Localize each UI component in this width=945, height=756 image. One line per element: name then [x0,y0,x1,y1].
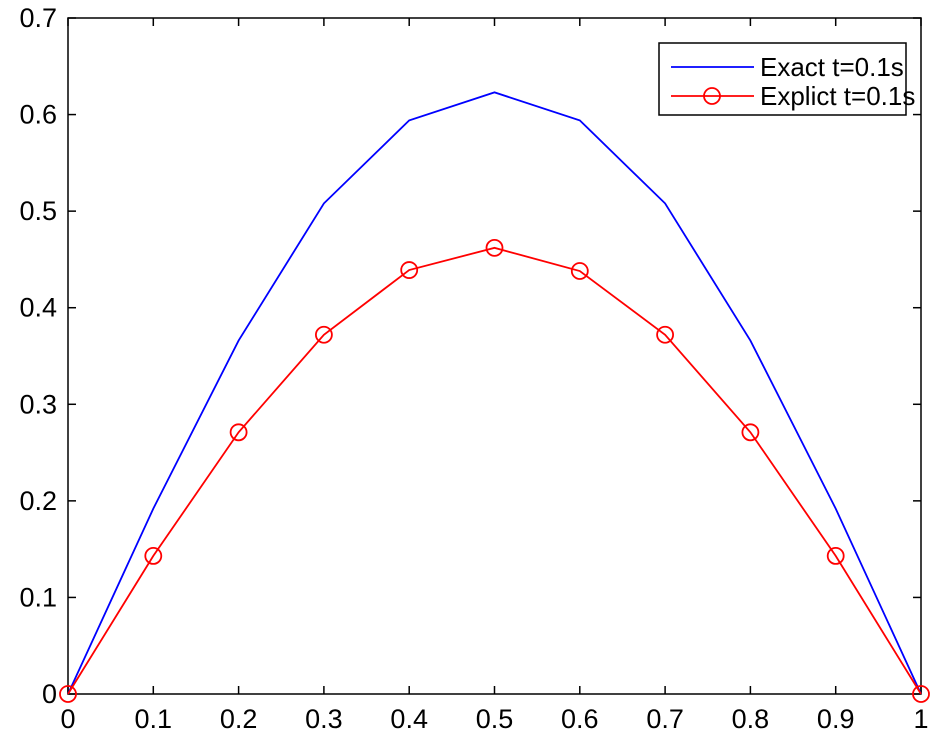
x-tick-label: 0.5 [476,704,514,734]
y-tick-label: 0.6 [19,100,57,130]
x-tick-label: 0.7 [646,704,684,734]
series-marker-1 [314,325,333,344]
x-tick-label: 0.3 [305,704,343,734]
y-tick-label: 0.3 [19,389,57,419]
x-tick-label: 0.4 [390,704,428,734]
x-tick-label: 0.6 [561,704,599,734]
x-tick-label: 0 [60,704,75,734]
axes-box [67,17,922,695]
series-marker-1 [570,262,589,280]
series-marker-1 [826,547,845,565]
y-tick-label: 0.4 [19,293,57,323]
y-tick-label: 0.7 [19,3,57,33]
x-tick-label: 0.9 [817,704,855,734]
x-tick-label: 0.2 [220,704,258,734]
y-tick-label: 0.1 [19,582,57,612]
x-tick-label: 0.1 [135,704,173,734]
series-marker-1 [485,238,504,257]
y-tick-label: 0.2 [19,486,57,516]
legend-box [658,42,907,116]
x-tick-label: 0.8 [732,704,770,734]
y-tick-label: 0.5 [19,196,57,226]
series-marker-1 [912,685,930,703]
series-marker-1 [656,325,674,344]
legend-label-1: Explict t=0.1s [760,81,915,111]
series-marker-1 [229,423,248,442]
series-marker-1 [400,261,419,279]
legend-label-0: Exact t=0.1s [760,52,904,82]
x-tick-label: 1 [913,704,928,734]
legend-marker-sample-1 [703,87,721,105]
y-tick-label: 0 [42,679,57,709]
series-line-1 [67,246,922,695]
series-marker-1 [144,547,163,565]
series-line-0 [67,91,922,695]
series-marker-1 [741,423,760,442]
series-marker-1 [59,685,77,703]
